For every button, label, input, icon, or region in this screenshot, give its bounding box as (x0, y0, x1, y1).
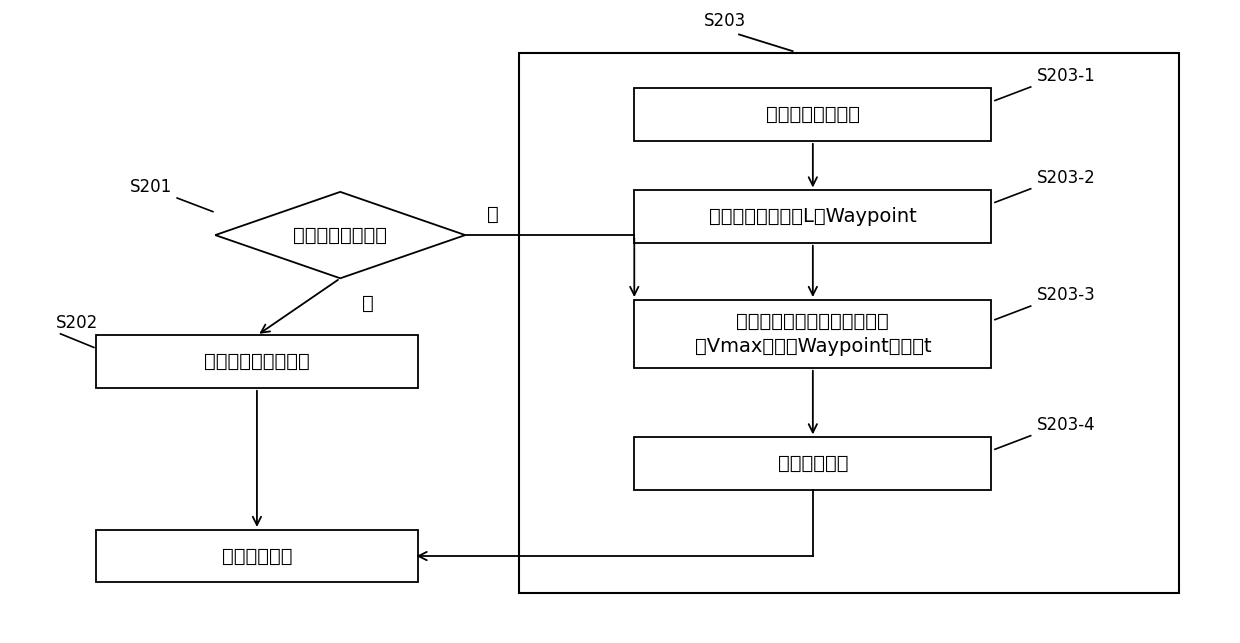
Text: S203-1: S203-1 (1037, 67, 1095, 85)
Bar (97, 530, 418, 583)
Bar (635, 89, 992, 141)
Text: 获取水流速度: 获取水流速度 (222, 547, 293, 566)
Text: S202: S202 (56, 314, 98, 332)
Bar (635, 300, 992, 368)
Text: 从仪器获取水流速度: 从仪器获取水流速度 (205, 352, 310, 371)
Text: 搭载水流测速仪？: 搭载水流测速仪？ (293, 226, 387, 244)
Bar (518, 53, 1179, 593)
Text: S201: S201 (130, 178, 172, 196)
Text: 设置航向前方距离L的Waypoint: 设置航向前方距离L的Waypoint (709, 207, 916, 226)
Bar (635, 190, 992, 243)
Text: 记录以静水条件下最大航行速
度Vmax航行到Waypoint的耗时t: 记录以静水条件下最大航行速 度Vmax航行到Waypoint的耗时t (694, 312, 931, 356)
Text: S203: S203 (703, 12, 746, 30)
Text: 是: 是 (362, 293, 373, 312)
Text: S203-2: S203-2 (1037, 169, 1095, 187)
Text: 否: 否 (486, 205, 498, 224)
Bar (635, 437, 992, 490)
Text: S203-3: S203-3 (1037, 286, 1095, 304)
Bar (97, 336, 418, 388)
Polygon shape (216, 192, 465, 278)
Text: S203-4: S203-4 (1037, 416, 1095, 434)
Text: 计算水流速度: 计算水流速度 (777, 454, 848, 473)
Text: 调整航向平行水流: 调整航向平行水流 (766, 105, 859, 124)
